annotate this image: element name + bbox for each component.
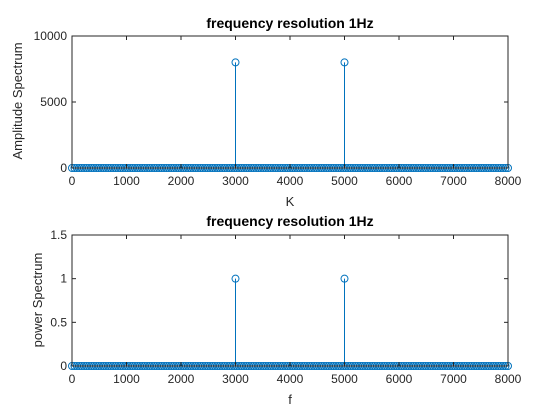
x-tick-label: 0 xyxy=(69,372,76,386)
x-tick-label: 3000 xyxy=(222,372,249,386)
chart-title: frequency resolution 1Hz xyxy=(206,15,373,31)
stem-marker xyxy=(340,274,349,283)
x-tick-label: 2000 xyxy=(168,372,195,386)
x-tick-label: 1000 xyxy=(113,372,140,386)
y-tick-label: 10000 xyxy=(34,29,68,43)
y-tick-label: 0.5 xyxy=(50,315,67,329)
x-tick-label: 4000 xyxy=(277,174,304,188)
x-tick-label: 1000 xyxy=(113,174,140,188)
x-tick-label: 7000 xyxy=(440,372,467,386)
x-tick-label: 4000 xyxy=(277,372,304,386)
x-tick-label: 6000 xyxy=(386,372,413,386)
y-tick-label: 1 xyxy=(60,272,67,286)
x-tick-label: 7000 xyxy=(440,174,467,188)
power-spectrum-plot: frequency resolution 1Hz 0 1000 2000 3000 40… xyxy=(30,213,522,407)
x-tick-label: 5000 xyxy=(331,372,358,386)
amplitude-spectrum-plot: frequency resolution 1Hz 0 1000 2000 3000 40… xyxy=(10,15,522,209)
axes: 0 1000 2000 3000 4000 5000 6000 7000 8000 0 5000 10… xyxy=(34,29,522,188)
x-axis-label: K xyxy=(286,194,295,209)
axes: 0 1000 2000 3000 4000 5000 6000 7000 8000 0 0.5 1 1.… xyxy=(50,228,521,386)
x-tick-label: 2000 xyxy=(168,174,195,188)
y-tick-label: 0 xyxy=(60,359,67,373)
chart-title: frequency resolution 1Hz xyxy=(206,213,373,229)
x-tick-label: 5000 xyxy=(331,174,358,188)
x-tick-label: 8000 xyxy=(495,372,522,386)
x-tick-label: 0 xyxy=(69,174,76,188)
stem-marker xyxy=(231,58,240,67)
x-axis-label: f xyxy=(288,392,292,407)
stem-marker xyxy=(231,274,240,283)
y-axis-label: Amplitude Spectrum xyxy=(10,42,25,159)
x-tick-label: 8000 xyxy=(495,174,522,188)
y-tick-label: 1.5 xyxy=(50,228,67,242)
x-tick-label: 6000 xyxy=(386,174,413,188)
y-tick-label: 0 xyxy=(60,161,67,175)
y-axis-label: power Spectrum xyxy=(30,253,45,348)
x-tick-label: 3000 xyxy=(222,174,249,188)
stem-marker xyxy=(340,58,349,67)
y-tick-label: 5000 xyxy=(40,95,67,109)
